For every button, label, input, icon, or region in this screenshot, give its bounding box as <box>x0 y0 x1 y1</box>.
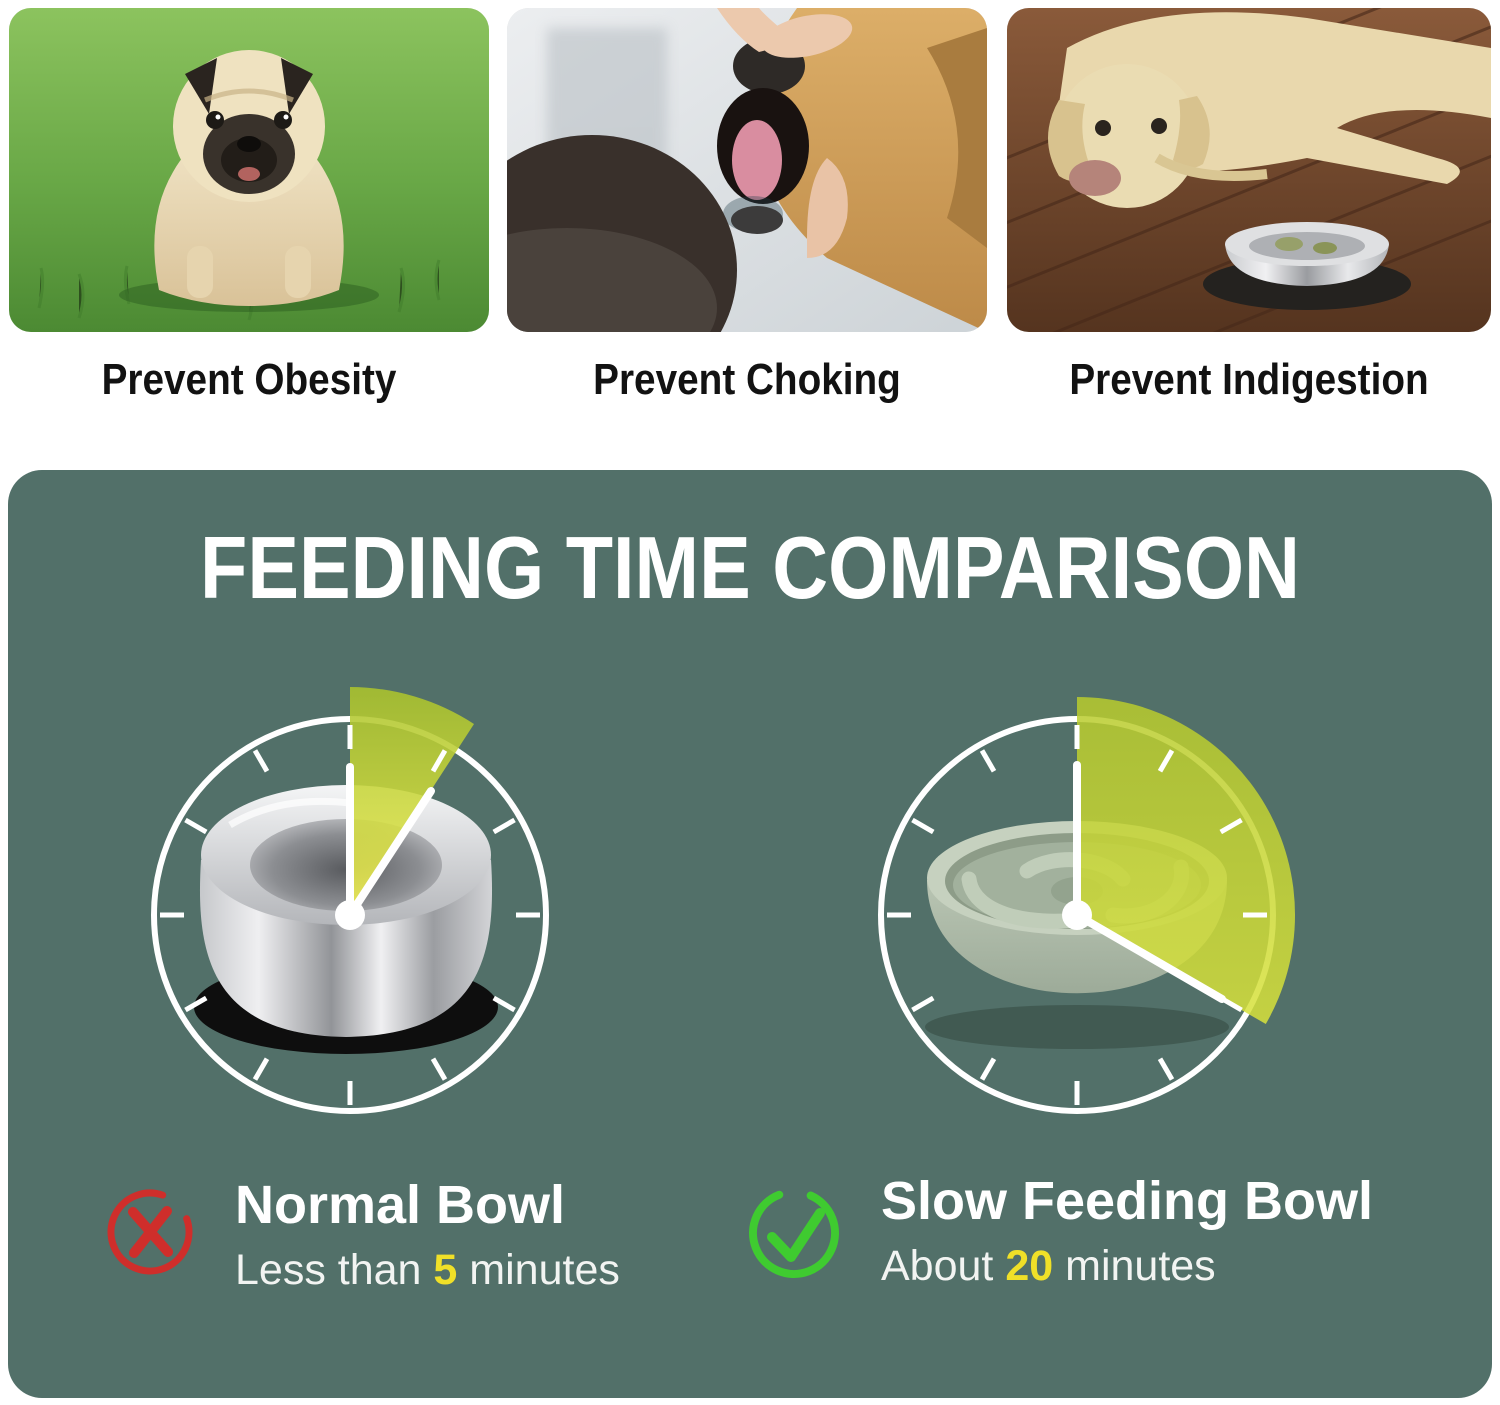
five-minute-wedge <box>350 687 474 915</box>
time-prefix: Less than <box>235 1246 434 1294</box>
slow-feeder-clock <box>878 697 1296 1114</box>
clock-ticks <box>160 725 540 1105</box>
panel-title: FEEDING TIME COMPARISON <box>200 518 1300 617</box>
time-value: 5 <box>433 1246 458 1294</box>
normal-bowl-clock <box>151 687 549 1114</box>
clock-center-dot <box>1062 900 1092 930</box>
tired-labrador-illustration <box>1007 8 1491 332</box>
pug-photo-illustration <box>9 8 489 332</box>
caption-prevent-choking: Prevent Choking <box>593 355 901 404</box>
normal-bowl-result: Normal Bowl Less than 5 minutes <box>235 1177 620 1293</box>
clock-hands <box>346 763 435 919</box>
red-cross-circle-icon <box>107 1189 193 1275</box>
normal-bowl-label: Normal Bowl <box>235 1175 566 1235</box>
time-suffix: minutes <box>1053 1242 1216 1290</box>
time-suffix: minutes <box>457 1246 620 1294</box>
clock-center-dot <box>335 900 365 930</box>
slow-feeding-bowl-label: Slow Feeding Bowl <box>881 1171 1374 1231</box>
green-check-circle-icon <box>749 1188 839 1278</box>
photo-obese-pug <box>9 8 489 332</box>
normal-bowl-time: Less than 5 minutes <box>235 1247 620 1293</box>
time-value: 20 <box>1005 1242 1054 1290</box>
clock-hands <box>1073 761 1226 1003</box>
photo-prevent-indigestion <box>1007 8 1491 332</box>
slow-feeding-bowl-result: Slow Feeding Bowl About 20 minutes <box>881 1173 1373 1289</box>
caption-prevent-indigestion: Prevent Indigestion <box>1069 355 1429 404</box>
time-prefix: About <box>881 1242 1006 1290</box>
feeding-time-comparison-panel: FEEDING TIME COMPARISON <box>8 470 1492 1398</box>
slow-feeding-bowl-time: About 20 minutes <box>881 1243 1373 1289</box>
caption-prevent-obesity: Prevent Obesity <box>101 355 397 404</box>
choking-check-illustration <box>507 8 987 332</box>
photo-prevent-choking <box>507 8 987 332</box>
